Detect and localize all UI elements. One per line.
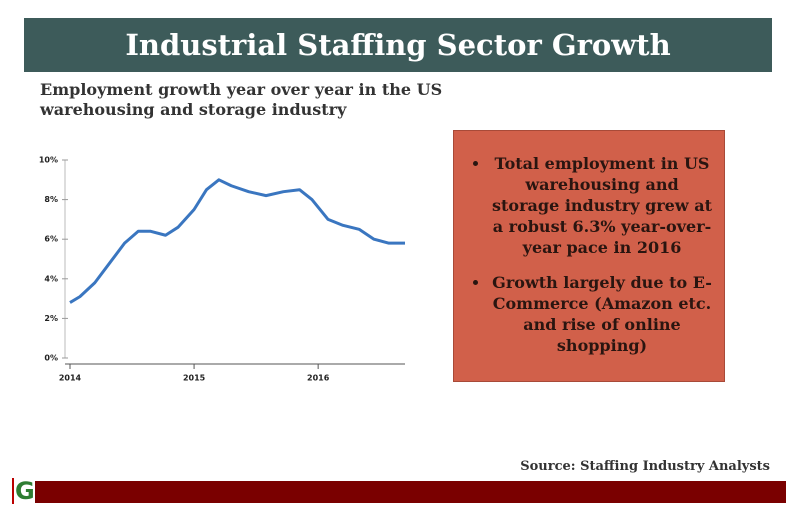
y-tick-label: 2% (44, 314, 58, 323)
x-tick-label: 2014 (59, 374, 82, 383)
logo: G (12, 478, 35, 504)
data-line (69, 178, 405, 304)
slide-title: Industrial Staffing Sector Growth (24, 18, 772, 72)
source: Source: Staffing Industry Analysts (520, 459, 770, 474)
footer-bar (35, 481, 786, 503)
bullet-box: Total employment in US warehousing and s… (453, 130, 725, 382)
y-tick-label: 0% (44, 354, 58, 363)
chart-title: Employment growth year over year in the … (40, 80, 443, 119)
y-tick-label: 4% (44, 274, 58, 283)
y-tick-label: 8% (44, 195, 58, 204)
bullet: Growth largely due to E-Commerce (Amazon… (490, 272, 714, 356)
bullet-list: Total employment in US warehousing and s… (478, 153, 714, 356)
y-tick-label: 10% (39, 156, 58, 165)
x-tick-label: 2015 (183, 374, 206, 383)
y-tick-label: 6% (44, 235, 58, 244)
chart: 0% 2% 4% 6% 8% 10% 2014 2015 2016 (39, 156, 405, 383)
x-tick-label: 2016 (307, 374, 330, 383)
bullet: Total employment in US warehousing and s… (490, 153, 714, 258)
